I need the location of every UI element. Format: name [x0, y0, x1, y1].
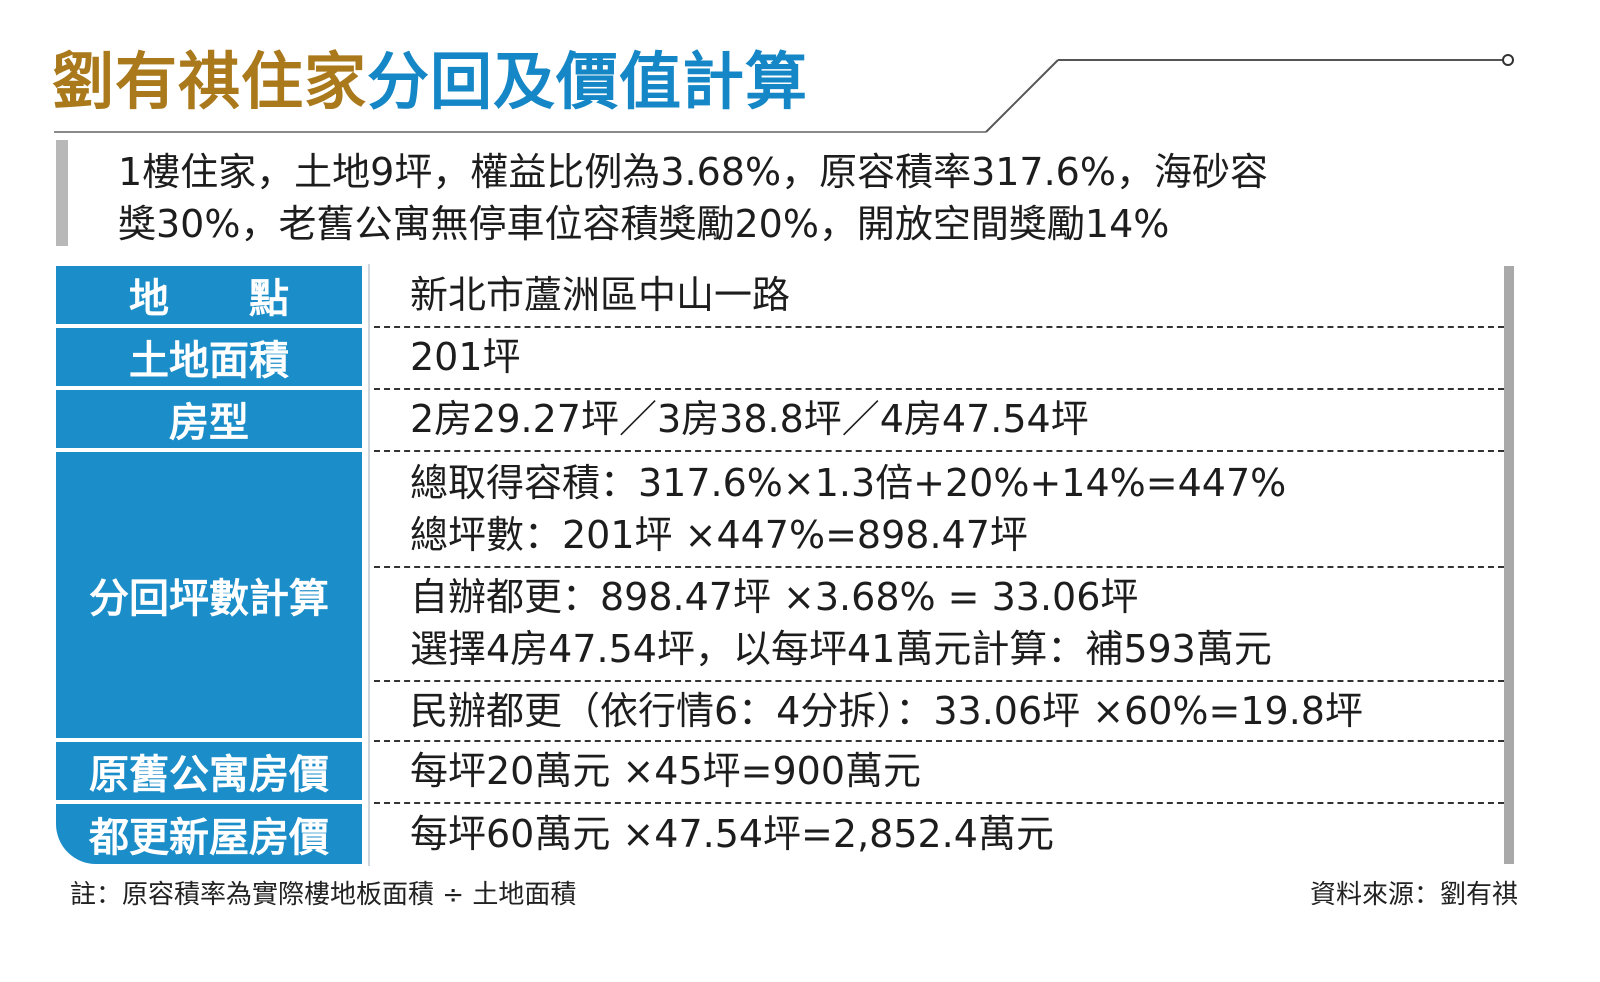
intro-line-2: 獎30%，老舊公寓無停車位容積獎勵20%，開放空間獎勵14% [118, 202, 1170, 246]
cell-land-area: 201坪 [410, 328, 1500, 386]
title-part-gold: 劉有祺住家 [52, 45, 368, 118]
cell-location: 新北市蘆洲區中山一路 [410, 266, 1500, 324]
footnote: 註：原容積率為實際樓地板面積 ÷ 土地面積 [70, 880, 577, 910]
cell-total-floor-area: 總取得容積：317.6%×1.3倍+20%+14%=447% 總坪數：201坪 … [410, 454, 1500, 564]
calc-line: 總取得容積：317.6%×1.3倍+20%+14%=447% [410, 461, 1287, 505]
row-divider [374, 566, 1504, 568]
row-divider [374, 802, 1504, 804]
row-divider [374, 740, 1504, 742]
intro-accent-bar [56, 140, 68, 246]
cell-unit-type-text: 2房29.27坪／3房38.8坪／4房47.54坪 [410, 397, 1089, 441]
calculation-table: 地 點 土地面積 房型 分回坪數計算 原舊公寓房價 都更新屋房價 新北市蘆洲區中… [56, 264, 1518, 866]
calc-line: 總坪數：201坪 ×447%=898.47坪 [410, 513, 1028, 557]
intro-line-1: 1樓住家，土地9坪，權益比例為3.68%，原容積率317.6%，海砂容 [118, 150, 1268, 194]
label-unit-type: 房型 [56, 390, 362, 448]
cell-old-price: 每坪20萬元 ×45坪=900萬元 [410, 742, 1500, 800]
label-old-price: 原舊公寓房價 [56, 742, 362, 800]
label-land-area: 土地面積 [56, 328, 362, 386]
source-credit: 資料來源：劉有祺 [1309, 880, 1518, 910]
row-divider [374, 388, 1504, 390]
row-divider [374, 450, 1504, 452]
intro-text: 1樓住家，土地9坪，權益比例為3.68%，原容積率317.6%，海砂容 獎30%… [118, 146, 1538, 250]
cell-private-renewal: 民辦都更（依行情6：4分拆）：33.06坪 ×60%=19.8坪 [410, 682, 1500, 740]
table-right-bar [1504, 266, 1514, 864]
cell-self-renewal: 自辦都更：898.47坪 ×3.68% = 33.06坪 選擇4房47.54坪，… [410, 568, 1500, 678]
calc-line: 民辦都更（依行情6：4分拆）：33.06坪 ×60%=19.8坪 [410, 689, 1363, 733]
column-separator [368, 264, 376, 866]
calc-line: 選擇4房47.54坪，以每坪41萬元計算：補593萬元 [410, 627, 1272, 671]
cell-location-text: 新北市蘆洲區中山一路 [410, 273, 791, 317]
label-location: 地 點 [56, 266, 362, 324]
cell-unit-type: 2房29.27坪／3房38.8坪／4房47.54坪 [410, 390, 1500, 448]
cell-land-area-text: 201坪 [410, 335, 521, 379]
title-part-blue: 分回及價值計算 [367, 45, 809, 118]
cell-new-price-text: 每坪60萬元 ×47.54坪=2,852.4萬元 [410, 812, 1054, 856]
label-new-price: 都更新屋房價 [56, 804, 362, 864]
row-divider [374, 680, 1504, 682]
line-end-dot-icon [1502, 54, 1514, 66]
cell-old-price-text: 每坪20萬元 ×45坪=900萬元 [410, 749, 921, 793]
calc-line: 自辦都更：898.47坪 ×3.68% = 33.06坪 [410, 575, 1139, 619]
label-allocation-calc: 分回坪數計算 [56, 452, 362, 738]
row-divider [374, 326, 1504, 328]
cell-new-price: 每坪60萬元 ×47.54坪=2,852.4萬元 [410, 804, 1500, 864]
page-title: 劉有祺住家分回及價值計算 [52, 42, 808, 122]
